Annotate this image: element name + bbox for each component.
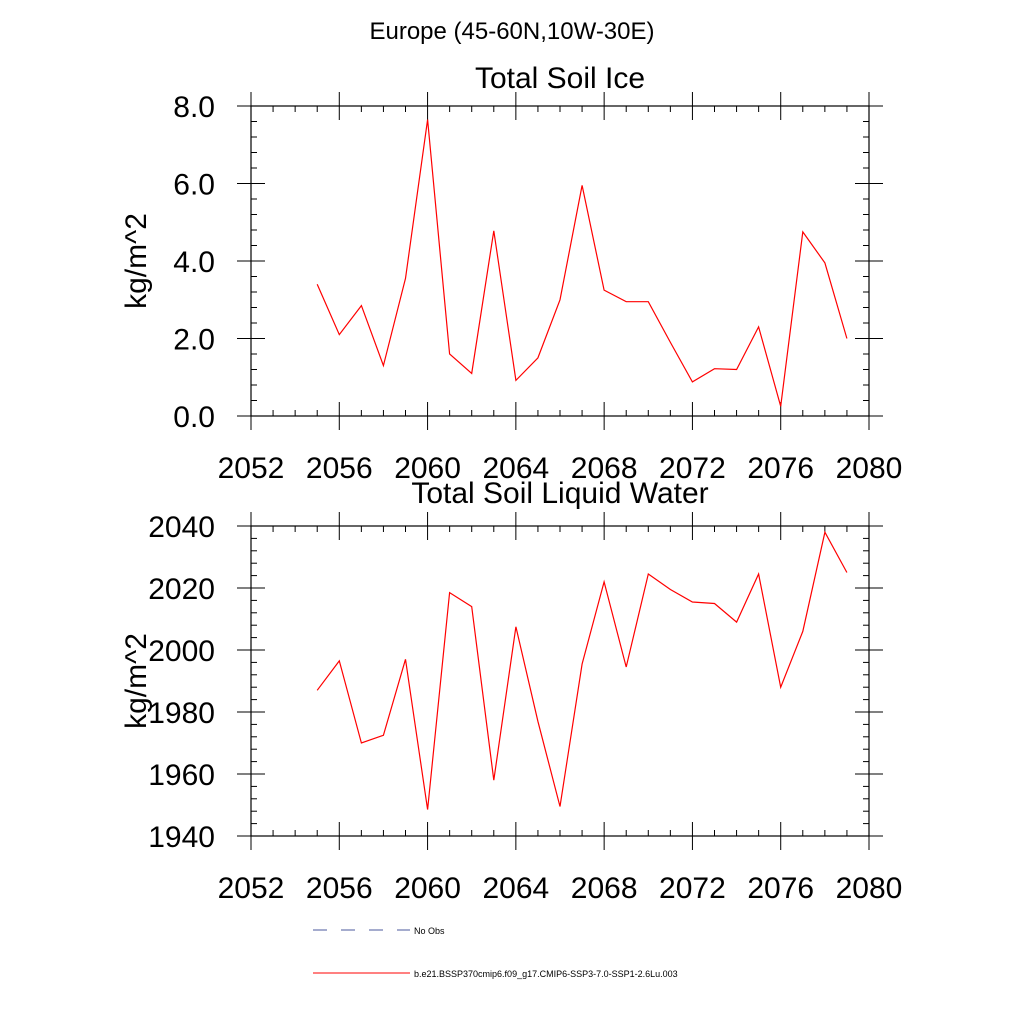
legend-label-1: b.e21.BSSP370cmip6.f09_g17.CMIP6-SSP3-7.… — [414, 969, 678, 979]
x-tick-label: 2056 — [306, 872, 373, 905]
x-tick-label: 2052 — [218, 452, 285, 485]
x-tick-label: 2068 — [571, 872, 638, 905]
x-tick-label: 2080 — [836, 872, 903, 905]
plot-frame — [250, 525, 870, 837]
x-tick-label: 2056 — [306, 452, 373, 485]
x-tick-label: 2060 — [394, 452, 461, 485]
x-tick-label: 2064 — [482, 872, 549, 905]
y-tick-label: 1980 — [148, 697, 215, 730]
plot-frame — [250, 105, 870, 417]
x-tick-label: 2064 — [482, 452, 549, 485]
y-axis-label: kg/m^2 — [120, 213, 153, 309]
x-tick-label: 2076 — [747, 452, 814, 485]
y-tick-label: 4.0 — [173, 246, 215, 279]
x-tick-label: 2060 — [394, 872, 461, 905]
x-tick-label: 2068 — [571, 452, 638, 485]
chart-title: Total Soil Ice — [475, 62, 645, 95]
y-tick-label: 2020 — [148, 573, 215, 606]
y-tick-label: 2000 — [148, 635, 215, 668]
y-tick-label: 2040 — [148, 511, 215, 544]
chart-title: Total Soil Liquid Water — [411, 477, 708, 510]
y-tick-label: 8.0 — [173, 91, 215, 124]
series-line-0 — [316, 530, 848, 810]
x-tick-label: 2080 — [836, 452, 903, 485]
panel-total-soil-ice: Total Soil Ice kg/m^2 2052 2056 2060 2064 2068… — [120, 62, 902, 485]
panel-total-soil-liquid-water: Total Soil Liquid Water kg/m^2 2052 2056 206… — [120, 477, 902, 905]
y-tick-label: 1960 — [148, 759, 215, 792]
x-tick-label: 2072 — [659, 872, 726, 905]
y-axis-label: kg/m^2 — [120, 633, 153, 729]
y-tick-label: 1940 — [148, 821, 215, 854]
x-tick-label: 2052 — [218, 872, 285, 905]
y-tick-label: 0.0 — [173, 401, 215, 434]
y-tick-label: 6.0 — [173, 169, 215, 202]
y-tick-label: 2.0 — [173, 324, 215, 357]
legend-label-0: No Obs — [414, 926, 445, 936]
figure-suptitle: Europe (45-60N,10W-30E) — [369, 18, 655, 45]
x-tick-label: 2072 — [659, 452, 726, 485]
legend: No Obs b.e21.BSSP370cmip6.f09_g17.CMIP6-S… — [313, 926, 678, 979]
series-line-0 — [316, 119, 848, 407]
x-tick-label: 2076 — [747, 872, 814, 905]
